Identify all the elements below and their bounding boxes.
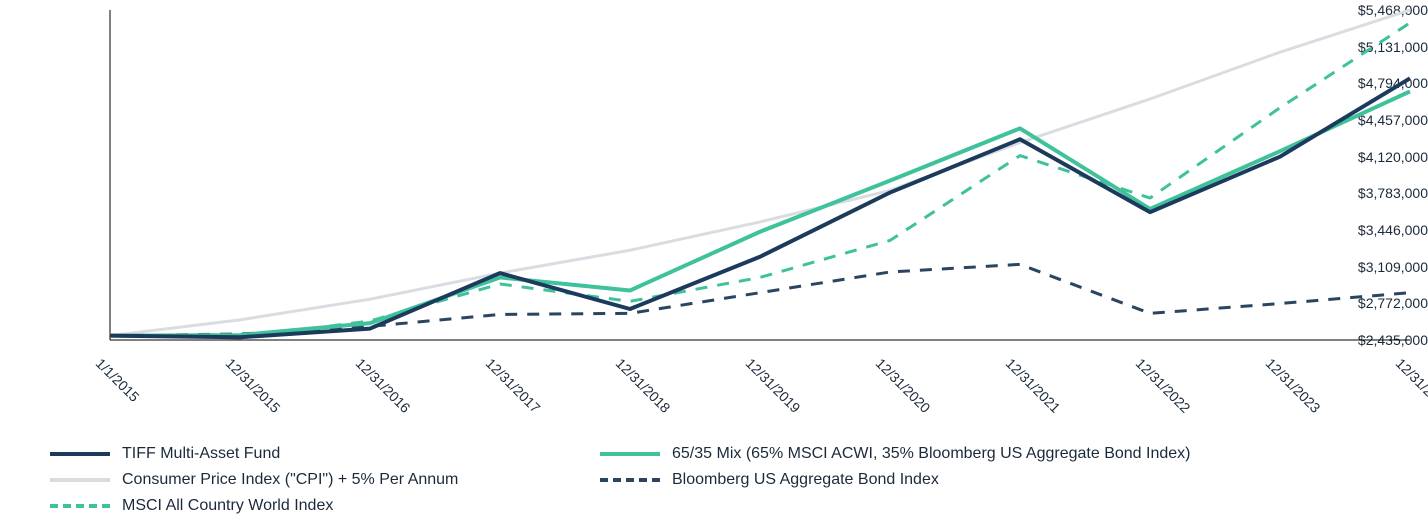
legend-item-cpi5: Consumer Price Index ("CPI") + 5% Per An… (50, 471, 560, 489)
legend-item-mix6535: 65/35 Mix (65% MSCI ACWI, 35% Bloomberg … (600, 445, 1388, 463)
series-line-tiff (110, 78, 1410, 337)
chart-legend: TIFF Multi-Asset Fund 65/35 Mix (65% MSCI… (50, 445, 1408, 515)
legend-item-tiff: TIFF Multi-Asset Fund (50, 445, 560, 463)
legend-swatch (50, 452, 110, 456)
legend-item-msci_acwi: MSCI All Country World Index (50, 497, 560, 515)
legend-label: Consumer Price Index ("CPI") + 5% Per An… (122, 471, 458, 489)
growth-chart: $2,435,000$2,772,000$3,109,000$3,446,000… (0, 0, 1428, 528)
series-line-cpi5 (110, 10, 1410, 336)
legend-label: MSCI All Country World Index (122, 497, 333, 515)
legend-item-bloomberg: Bloomberg US Aggregate Bond Index (600, 471, 1388, 489)
series-line-bloomberg (110, 264, 1410, 335)
legend-swatch (600, 452, 660, 456)
legend-label: 65/35 Mix (65% MSCI ACWI, 35% Bloomberg … (672, 445, 1190, 463)
legend-swatch (50, 504, 110, 508)
legend-label: Bloomberg US Aggregate Bond Index (672, 471, 939, 489)
legend-label: TIFF Multi-Asset Fund (122, 445, 280, 463)
legend-swatch (600, 478, 660, 482)
series-line-mix6535 (110, 91, 1410, 335)
legend-swatch (50, 478, 110, 482)
